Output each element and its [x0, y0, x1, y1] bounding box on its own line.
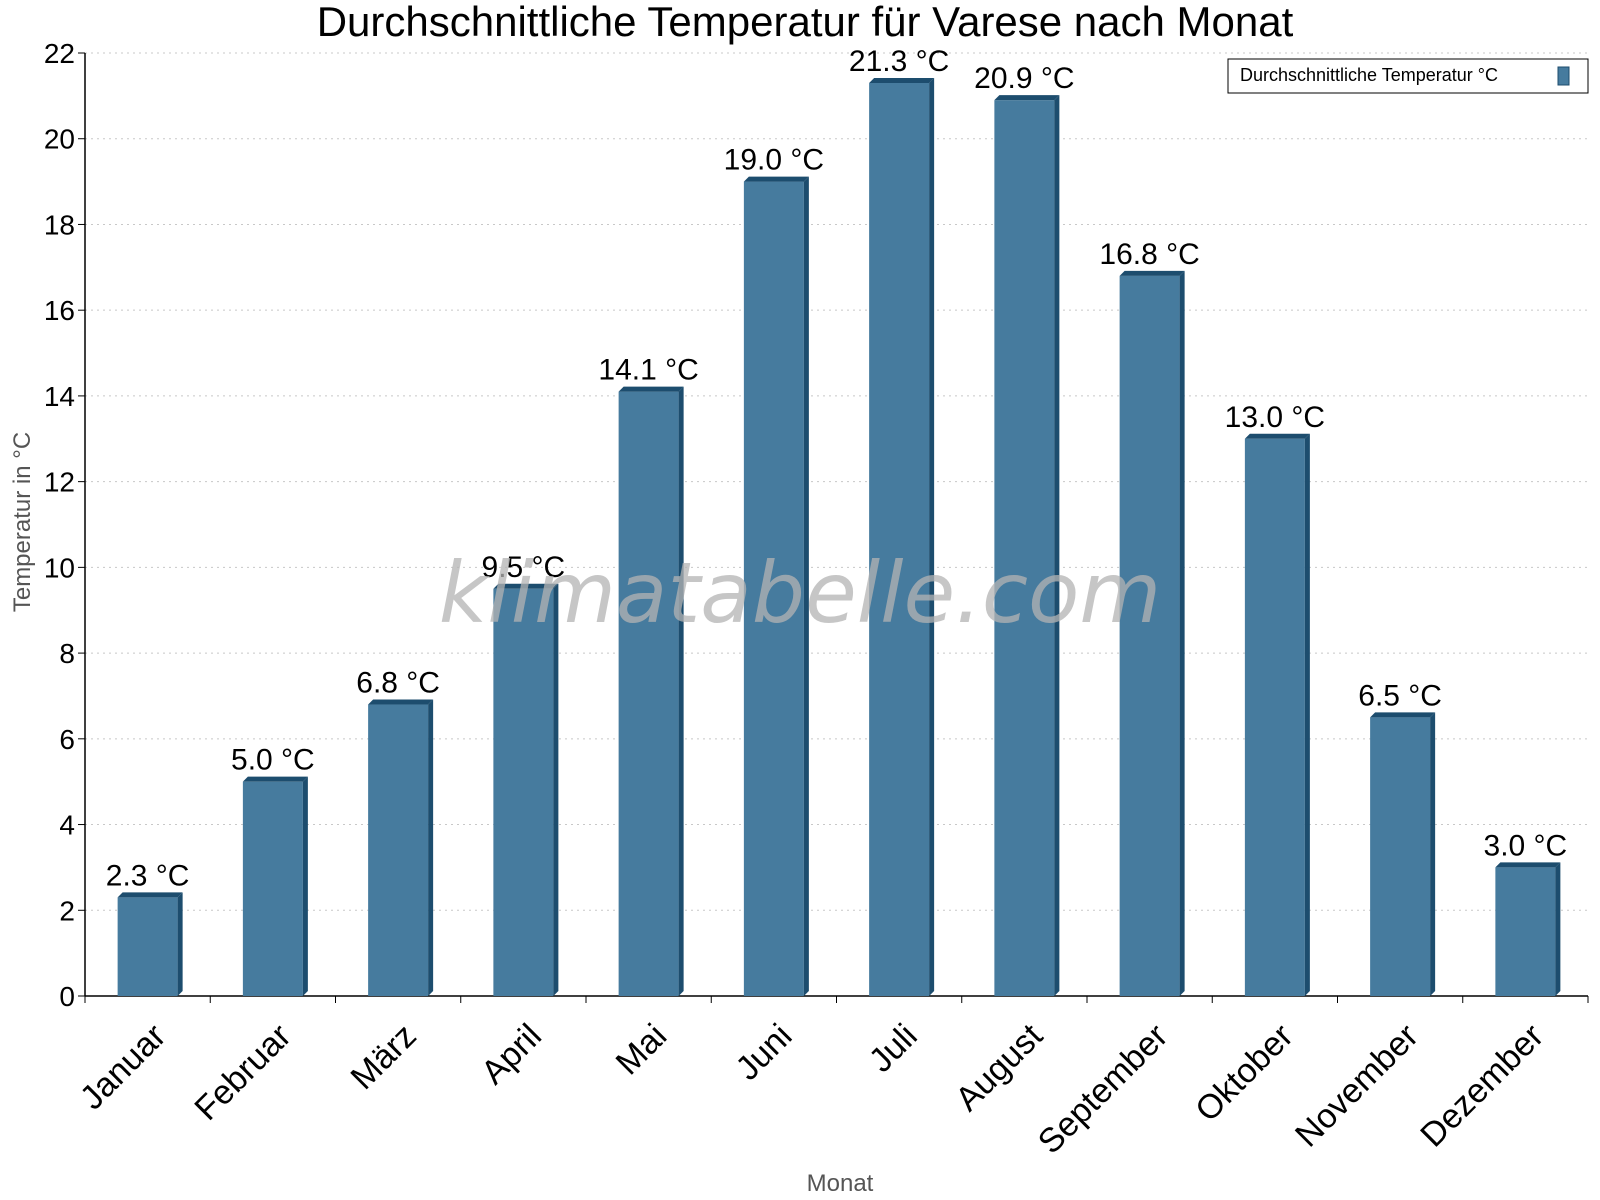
- data-label: 14.1 °C: [598, 354, 698, 387]
- data-label: 5.0 °C: [231, 744, 315, 777]
- y-tick-label: 6: [59, 724, 75, 755]
- bar: [869, 78, 935, 997]
- x-tick-label: Dezember: [1413, 1017, 1551, 1155]
- watermark-text: klimatabelle.com: [439, 544, 1162, 642]
- y-tick-label: 12: [44, 467, 75, 498]
- bar-side: [678, 386, 684, 996]
- x-tick-label: Mai: [609, 1017, 675, 1083]
- bar-face: [1244, 438, 1305, 997]
- bar-top: [994, 95, 1060, 101]
- bar-face: [117, 897, 178, 996]
- bar-top: [1119, 270, 1185, 276]
- bar-top: [1370, 712, 1436, 718]
- data-label: 13.0 °C: [1225, 401, 1325, 434]
- y-tick-label: 14: [44, 381, 75, 412]
- data-label: 3.0 °C: [1484, 829, 1568, 862]
- bar: [1119, 270, 1185, 997]
- bar: [618, 386, 684, 996]
- bar-top: [743, 176, 809, 182]
- bar-side: [1179, 270, 1185, 997]
- legend: Durchschnittliche Temperatur °C: [1227, 58, 1589, 94]
- data-label: 20.9 °C: [974, 62, 1074, 95]
- x-tick-label: Februar: [187, 1017, 298, 1128]
- y-tick-label: 8: [59, 638, 75, 669]
- bar-side: [929, 78, 935, 997]
- bar: [368, 699, 434, 996]
- x-tick-label: August: [948, 1016, 1050, 1118]
- bar-side: [302, 776, 308, 996]
- data-label: 2.3 °C: [106, 859, 190, 892]
- bar-side: [1555, 862, 1561, 996]
- bar-top: [1495, 862, 1561, 868]
- y-tick-label: 2: [59, 895, 75, 926]
- x-tick-label: November: [1288, 1017, 1426, 1155]
- bar-top: [242, 776, 308, 782]
- data-label: 9.5 °C: [482, 551, 566, 584]
- bar-face: [1370, 717, 1431, 996]
- chart-title: Durchschnittliche Temperatur für Varese …: [317, 0, 1294, 45]
- bar: [994, 95, 1060, 996]
- bar-top: [368, 699, 434, 705]
- bar-face: [1495, 867, 1556, 996]
- bar-face: [493, 588, 554, 996]
- y-tick-label: 10: [44, 552, 75, 583]
- bar-top: [869, 78, 935, 84]
- data-label: 21.3 °C: [849, 45, 949, 78]
- bar-top: [618, 386, 684, 392]
- y-tick-label: 0: [59, 981, 75, 1012]
- grid-lines: [85, 52, 1588, 911]
- x-tick-label: Januar: [73, 1017, 173, 1117]
- bar-face: [242, 781, 303, 996]
- y-axis-ticks: 0 2 4 6 8 10 12 14 16 18 20 22: [44, 38, 85, 1012]
- data-label: 6.8 °C: [356, 667, 440, 700]
- bar-side: [177, 892, 183, 996]
- bars: [117, 78, 1561, 997]
- y-tick-label: 20: [44, 124, 75, 155]
- x-tick-label: April: [474, 1017, 549, 1092]
- y-tick-label: 22: [44, 38, 75, 69]
- data-label: 19.0 °C: [724, 144, 824, 177]
- x-axis-label: Monat: [807, 1170, 874, 1197]
- y-axis-label: Temperatur in °C: [9, 432, 36, 612]
- bar-face: [994, 100, 1055, 996]
- bar-face: [743, 181, 804, 996]
- x-tick-label: Juni: [729, 1017, 800, 1088]
- bar: [242, 776, 308, 996]
- bar-face: [869, 83, 930, 997]
- x-tick-label: Oktober: [1188, 1017, 1300, 1129]
- x-tick-label: September: [1031, 1017, 1175, 1161]
- bar-side: [1054, 95, 1060, 996]
- y-tick-label: 16: [44, 295, 75, 326]
- x-tick-label: März: [343, 1017, 423, 1097]
- bar-side: [553, 583, 559, 996]
- bar-side: [428, 699, 434, 996]
- data-labels: 2.3 °C 5.0 °C 6.8 °C 9.5 °C 14.1 °C 19.0 °C 21…: [106, 45, 1567, 892]
- bar-face: [368, 704, 429, 996]
- bar-top: [493, 583, 559, 589]
- x-tick-label: Juli: [862, 1017, 925, 1080]
- bar-top: [1244, 433, 1310, 439]
- bar-side: [1304, 433, 1310, 997]
- bar: [1370, 712, 1436, 996]
- data-label: 16.8 °C: [1099, 238, 1199, 271]
- bar-face: [1119, 275, 1180, 997]
- bar: [493, 583, 559, 996]
- bar-side: [803, 176, 809, 996]
- bar: [117, 892, 183, 996]
- bar: [1495, 862, 1561, 996]
- y-tick-label: 18: [44, 209, 75, 240]
- legend-label: Durchschnittliche Temperatur °C: [1240, 65, 1498, 85]
- legend-box: [1227, 58, 1589, 94]
- x-axis-ticks: Januar Februar März April Mai Juni Juli AugustS…: [73, 996, 1589, 1161]
- axes: [84, 53, 1588, 997]
- bar: [743, 176, 809, 996]
- bar: [1244, 433, 1310, 997]
- legend-swatch: [1557, 66, 1570, 86]
- data-label: 6.5 °C: [1358, 679, 1442, 712]
- y-tick-label: 4: [59, 810, 75, 841]
- bar-face: [618, 391, 679, 996]
- bar-top: [117, 892, 183, 898]
- bar-side: [1430, 712, 1436, 996]
